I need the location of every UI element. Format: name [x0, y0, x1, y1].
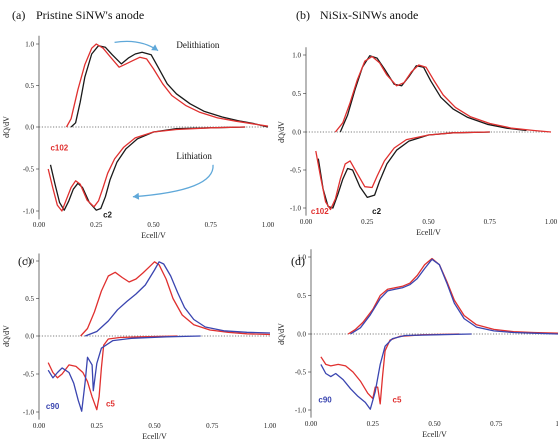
panel-d-ytick-label: 0.0 — [297, 331, 306, 339]
panel-b-ytick-label: -1.0 — [290, 205, 302, 213]
panel-d-xtick-label: 0.50 — [428, 420, 441, 428]
panel-c-ytick-label: 1.0 — [25, 258, 34, 266]
panel-a-series-c102-upper — [65, 43, 269, 128]
panel-b-xlabel: Ecell/V — [416, 228, 441, 237]
panel-a-xtick-label: 1.00 — [262, 221, 275, 229]
panel-a-series-c2-lower — [49, 126, 246, 211]
panel-a-annotation-delithiation: Delithiation — [176, 40, 219, 50]
panel-b-xtick-label: 0.50 — [422, 218, 435, 226]
panel-a-series-c102-lower — [47, 126, 246, 212]
panel-c-series-c5-upper — [80, 261, 271, 337]
panel-c-xtick-label: 0.25 — [91, 422, 104, 430]
panel-c-xtick-label: 1.00 — [264, 422, 277, 430]
panel-c-xtick-label: 0.50 — [148, 422, 161, 430]
panel-b-xtick-label: 0.00 — [300, 218, 313, 226]
panel-b-ytick-label: 0.5 — [292, 90, 301, 98]
panel-c-ytick-label: 0.0 — [25, 333, 34, 341]
panel-a-xtick-label: 0.00 — [33, 221, 46, 229]
panel-d-series-c90-upper — [350, 258, 558, 335]
panel-d-label: (d) — [291, 254, 305, 268]
panel-b-xtick-label: 1.00 — [545, 218, 558, 226]
panel-a-chart: 1.0 0.5 0.0 -0.5 -1.0 0.00 0.25 0.50 0.75 1.00 Ece… — [2, 35, 275, 240]
panel-a-xlabel: Ecell/V — [141, 231, 166, 240]
panel-b-title: NiSix-SiNWs anode — [320, 8, 418, 22]
panel-d-xlabel: Ecell/V — [422, 430, 447, 439]
panel-b-ytick-label: -0.5 — [290, 167, 302, 175]
panel-b-series-c102-upper — [334, 55, 552, 133]
panel-c-ytick-label: -1.0 — [23, 409, 35, 417]
panel-c-label: (c) — [18, 254, 31, 268]
panel-d-ytick-label: 0.5 — [297, 292, 306, 300]
panel-a-arrow — [132, 164, 214, 198]
panel-d-chart: 1.0 0.5 0.0 -0.5 -1.0 0.00 0.25 0.50 0.75 1. Ecell… — [277, 249, 558, 439]
panel-c-xtick-label: 0.00 — [33, 422, 46, 430]
panel-a-ytick-label: 0.5 — [25, 82, 34, 90]
panel-b-label: (b) — [296, 8, 310, 22]
panel-a-ytick-label: 0.0 — [25, 124, 34, 132]
panel-a-cycle-label-c2: c2 — [103, 211, 112, 220]
panel-d-series-c5-upper — [347, 257, 558, 335]
panel-b-series-c2-upper — [339, 55, 527, 133]
panel-a-arrow-head — [151, 44, 159, 51]
panel-c-series-c5-lower — [47, 335, 178, 411]
panel-d-cycle-label-c90: c90 — [318, 395, 332, 404]
panel-d-series-c90-lower — [320, 333, 472, 410]
panel-c-series-c90-upper — [84, 261, 271, 337]
panel-b-ylabel: dQ/dV — [277, 121, 286, 143]
panel-d-xtick-label: 0.00 — [305, 420, 318, 428]
panel-d-xtick-label: 0.75 — [490, 420, 503, 428]
panel-d-ytick-label: -0.5 — [295, 369, 307, 377]
panel-c-series-c90-lower — [47, 335, 201, 412]
panel-a-arrow — [114, 40, 159, 52]
panel-c-cycle-label-c90: c90 — [46, 402, 60, 411]
panel-a-xtick-label: 0.25 — [90, 221, 103, 229]
panel-d-ytick-label: 1.0 — [297, 254, 306, 262]
panel-a-annotation-lithiation: Lithiation — [176, 151, 212, 161]
panel-c-cycle-label-c5: c5 — [106, 400, 115, 409]
panel-a-xtick-label: 0.75 — [205, 221, 218, 229]
panel-c-ylabel: dQ/dV — [2, 325, 11, 347]
panel-b-ytick-label: 1.0 — [292, 52, 301, 60]
panel-b-cycle-label-c102: c102 — [311, 207, 329, 216]
panel-a-ytick-label: -1.0 — [23, 208, 35, 216]
panel-a-label: (a) — [12, 8, 25, 22]
panel-d-cycle-label-c5: c5 — [393, 395, 402, 404]
panel-b-xtick-label: 0.75 — [484, 218, 497, 226]
panel-a-title: Pristine SiNW's anode — [36, 8, 144, 22]
panel-b-xtick-label: 0.25 — [361, 218, 374, 226]
panel-b-series-c2-lower — [317, 131, 490, 209]
panel-c-chart: 1.0 0.5 0.0 -0.5 -1.0 0.00 0.25 0.50 0.75 1.00 Ece… — [2, 253, 277, 441]
panel-c-ytick-label: -0.5 — [23, 371, 35, 379]
panel-d-xtick-label: 1. — [555, 420, 558, 428]
panel-c-ytick-label: 0.5 — [25, 295, 34, 303]
panel-a-xtick-label: 0.50 — [147, 221, 160, 229]
panel-a-cycle-label-c102: c102 — [50, 144, 68, 153]
panel-b-cycle-label-c2: c2 — [372, 207, 381, 216]
panel-b-series-c102-lower — [315, 131, 490, 211]
panel-a-arrow-head — [132, 192, 140, 200]
panel-d-xtick-label: 0.25 — [367, 420, 380, 428]
panel-b-ytick-label: 0.0 — [292, 129, 301, 137]
panel-a-series-c2-upper — [70, 45, 269, 128]
panel-c-xlabel: Ecell/V — [142, 432, 167, 441]
panel-d-ytick-label: -1.0 — [295, 407, 307, 415]
panel-c-xtick-label: 0.75 — [206, 422, 219, 430]
panel-a-ylabel: dQ/dV — [2, 116, 11, 138]
panel-d-ylabel: dQ/dV — [277, 323, 286, 345]
panel-b-chart: 1.0 0.5 0.0 -0.5 -1.0 0.00 0.25 0.50 0.75 1.00 Ece… — [277, 47, 558, 237]
panel-a-ytick-label: 1.0 — [25, 41, 34, 49]
panel-d-series-c5-lower — [320, 333, 460, 405]
panel-a-ytick-label: -0.5 — [23, 166, 35, 174]
